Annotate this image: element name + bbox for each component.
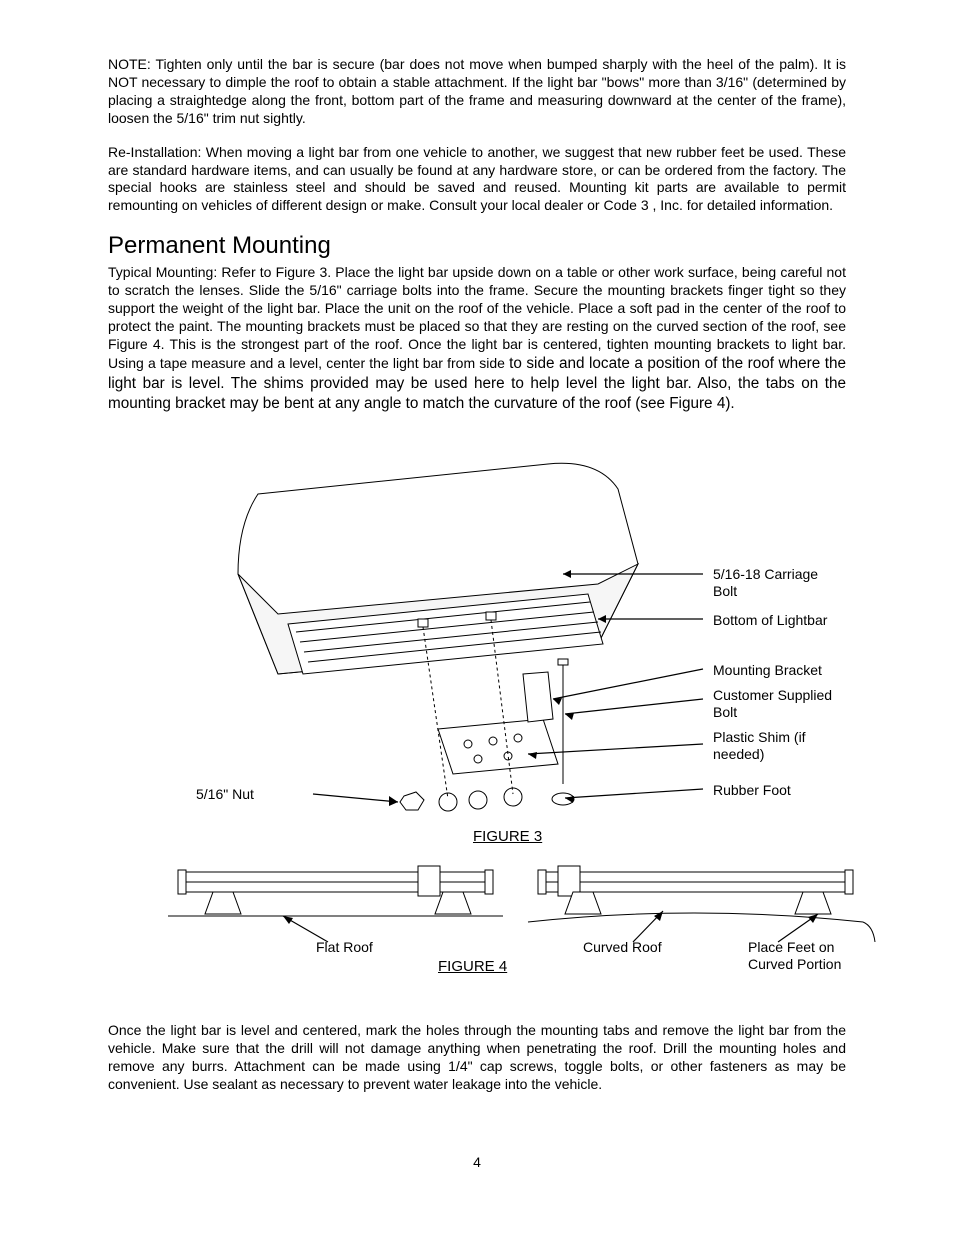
- page-number: 4: [108, 1154, 846, 1172]
- figure-4-caption: FIGURE 4: [438, 957, 507, 976]
- reinstall-paragraph: Re-Installation: When moving a light bar…: [108, 144, 846, 216]
- label-carriage-bolt: 5/16-18 Carriage Bolt: [713, 566, 846, 600]
- label-curved-roof: Curved Roof: [583, 939, 662, 956]
- label-bottom-lightbar: Bottom of Lightbar: [713, 612, 827, 629]
- label-rubber-foot: Rubber Foot: [713, 782, 791, 799]
- permanent-mounting-heading: Permanent Mounting: [108, 231, 846, 262]
- figure-3-drawing: [168, 444, 708, 844]
- figure-3-caption: FIGURE 3: [473, 827, 542, 846]
- label-flat-roof: Flat Roof: [316, 939, 373, 956]
- typical-mounting-paragraph: Typical Mounting: Refer to Figure 3. Pla…: [108, 264, 846, 414]
- final-paragraph: Once the light bar is level and centered…: [108, 1022, 846, 1094]
- label-place-feet: Place Feet on Curved Portion: [748, 939, 858, 973]
- label-plastic-shim: Plastic Shim (if needed): [713, 729, 833, 763]
- label-customer-bolt: Customer Supplied Bolt: [713, 687, 843, 721]
- label-mounting-bracket: Mounting Bracket: [713, 662, 822, 679]
- note-paragraph: NOTE: Tighten only until the bar is secu…: [108, 56, 846, 128]
- figures-container: 5/16-18 Carriage Bolt Bottom of Lightbar…: [108, 444, 846, 1004]
- label-nut: 5/16" Nut: [196, 786, 254, 803]
